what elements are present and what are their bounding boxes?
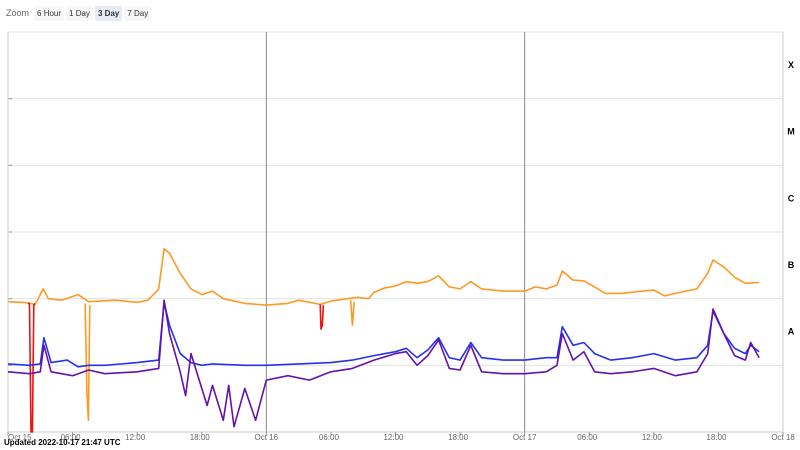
flare-class-label-x: X: [788, 60, 794, 70]
series-line-purple: [7, 299, 760, 428]
x-tick-label: Oct 17: [513, 433, 537, 442]
flare-class-label-c: C: [788, 193, 795, 203]
x-tick-label: Oct 18: [771, 433, 795, 442]
x-tick-label: 18:00: [706, 433, 727, 442]
x-tick-label: 12:00: [125, 433, 146, 442]
x-tick-label: Oct 15: [8, 433, 32, 442]
series-line-red-dip: [319, 304, 325, 330]
flare-class-label-a: A: [788, 327, 795, 337]
series-line-blue: [7, 301, 760, 368]
zoom-label: Zoom: [6, 8, 30, 18]
flare-class-label-b: B: [788, 260, 795, 270]
x-tick-label: 06:00: [61, 433, 82, 442]
updated-timestamp: Updated 2022-10-17 21:47 UTC: [4, 438, 121, 447]
flare-class-label-m: M: [787, 127, 795, 137]
x-tick-label: Oct 16: [255, 433, 279, 442]
series-line-red-dip: [27, 302, 36, 433]
x-tick-label: 12:00: [383, 433, 404, 442]
x-tick-label: 18:00: [448, 433, 469, 442]
zoom-bar: Zoom 6 Hour 1 Day 3 Day 7 Day: [6, 5, 152, 21]
zoom-6-hour-button[interactable]: 6 Hour: [34, 5, 65, 21]
x-tick-label: 06:00: [319, 433, 340, 442]
series-line-orange-dip: [84, 303, 91, 422]
x-tick-label: 12:00: [642, 433, 663, 442]
zoom-1-day-button[interactable]: 1 Day: [66, 5, 93, 21]
zoom-3-day-button[interactable]: 3 Day: [94, 5, 123, 21]
x-tick-label: 06:00: [577, 433, 598, 442]
series-line-orange: [7, 248, 760, 306]
x-tick-label: 18:00: [190, 433, 211, 442]
series-line-orange-dip: [349, 300, 355, 327]
zoom-7-day-button[interactable]: 7 Day: [124, 5, 152, 21]
